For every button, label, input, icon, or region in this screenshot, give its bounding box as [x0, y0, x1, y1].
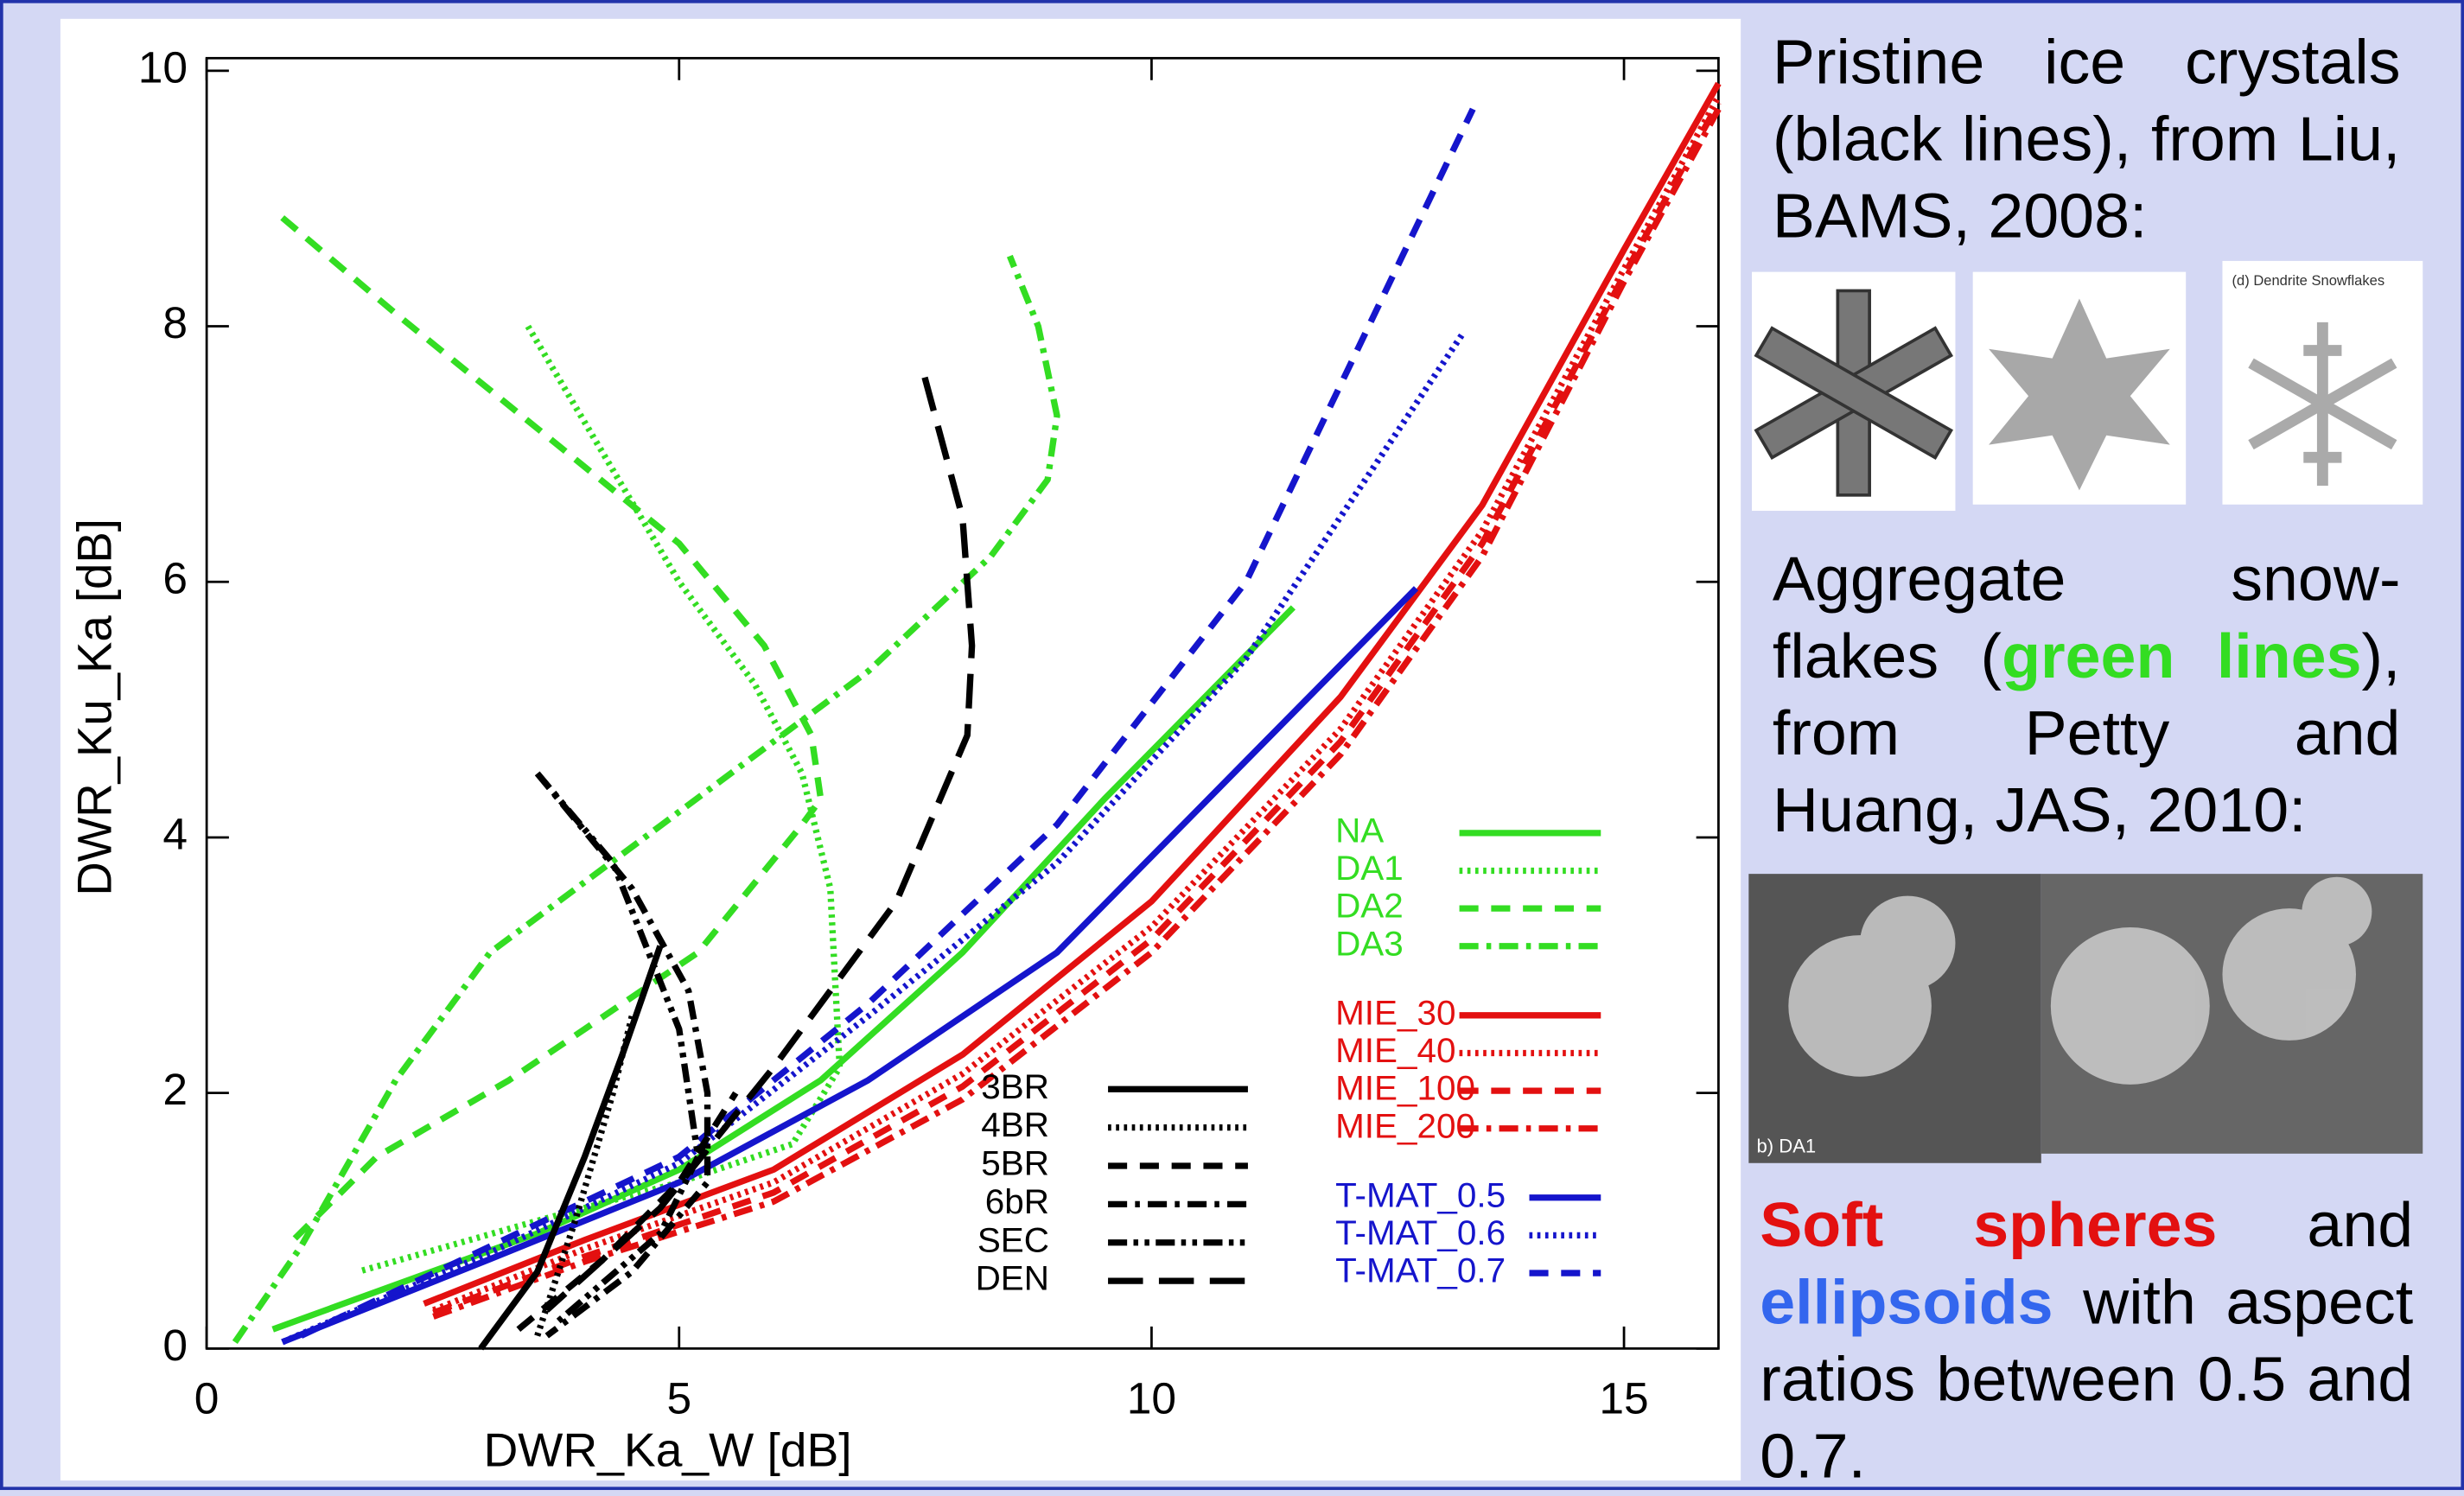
x-tick-label: 0 — [194, 1374, 220, 1423]
series-line — [299, 107, 1476, 1339]
y-tick-label: 10 — [138, 43, 188, 92]
series-line — [232, 254, 1060, 1344]
paragraph: Aggregate snow-flakes (green lines), fro… — [1773, 542, 2401, 850]
text: Soft spheres — [1760, 1191, 2218, 1261]
legend-label: 4BR — [981, 1105, 1049, 1144]
series-line — [534, 771, 711, 1339]
series-line — [271, 605, 1296, 1333]
text: and — [2217, 1191, 2414, 1261]
image-caption: (d) Dendrite Snowflakes — [2232, 273, 2385, 289]
legend-label: NA — [1335, 812, 1384, 850]
text: with aspect ratios between 0.5 and 0.7. — [1760, 1268, 2414, 1492]
legend-label: T-MAT_0.5 — [1335, 1176, 1506, 1215]
legend-label: 3BR — [981, 1067, 1049, 1106]
legend-label: T-MAT_0.7 — [1335, 1251, 1506, 1290]
legend-label: DEN — [976, 1259, 1049, 1298]
text: ), from Petty and Huang, JAS, 2010: — [1772, 622, 2401, 846]
series-line — [357, 324, 844, 1276]
y-axis-label: DWR_Ku_Ka [dB] — [67, 519, 121, 896]
series-line — [534, 771, 702, 1326]
chart-background — [60, 18, 1741, 1481]
series-line — [432, 94, 1722, 1314]
legend-label: MIE_200 — [1335, 1107, 1475, 1146]
legend-label: MIE_30 — [1335, 994, 1455, 1033]
y-tick-label: 2 — [162, 1065, 188, 1114]
legend-label: DA3 — [1335, 925, 1404, 964]
crystal-images: (d) Dendrite Snowflakes b) DA1 — [1748, 260, 2423, 1163]
x-tick-label: 15 — [1599, 1374, 1648, 1423]
paragraph: Pristine ice crystals (black lines), fro… — [1773, 25, 2401, 256]
y-tick-label: 8 — [162, 298, 188, 347]
y-tick-label: 6 — [162, 554, 188, 603]
legend-label: 6bR — [985, 1182, 1049, 1221]
text: Aggregate snow-flakes ( — [1772, 545, 2401, 692]
series-line — [281, 586, 1419, 1346]
x-axis-label: DWR_Ka_W [dB] — [483, 1423, 851, 1477]
x-tick-label: 10 — [1127, 1374, 1176, 1423]
legend-label: MIE_40 — [1335, 1031, 1455, 1070]
legend-label: DA2 — [1335, 887, 1404, 926]
image-caption: b) DA1 — [1757, 1135, 1817, 1156]
series-line — [544, 376, 976, 1313]
plot-frame — [205, 56, 1720, 1350]
series-line — [280, 215, 825, 1249]
text: ellipsoids — [1760, 1268, 2053, 1338]
text: green lines — [2002, 622, 2362, 692]
legend-label: DA1 — [1335, 849, 1404, 888]
x-tick-label: 5 — [666, 1374, 691, 1423]
series-line — [478, 945, 664, 1351]
series-line — [516, 1091, 739, 1332]
legend-label: 5BR — [981, 1144, 1049, 1183]
text: Pristine ice crystals (black lines), fro… — [1772, 28, 2401, 251]
paragraph: Soft spheres and ellipsoids with aspect … — [1760, 1188, 2413, 1496]
series-line — [534, 1015, 635, 1337]
y-tick-label: 4 — [162, 810, 188, 859]
legend-label: T-MAT_0.6 — [1335, 1213, 1506, 1252]
legend-label: SEC — [977, 1221, 1049, 1260]
legend-label: MIE_100 — [1335, 1069, 1475, 1108]
y-tick-label: 0 — [162, 1321, 188, 1370]
series-line — [432, 101, 1722, 1316]
series-line — [281, 330, 1467, 1346]
